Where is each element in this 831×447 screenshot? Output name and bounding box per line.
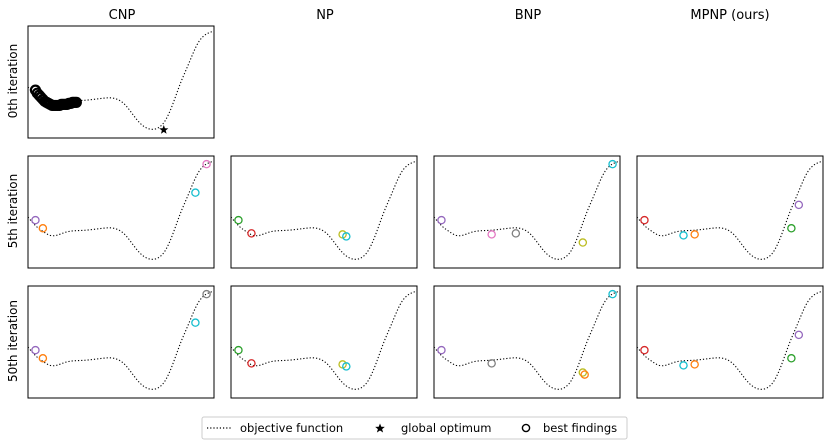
best-finding-point [690,360,699,369]
panel-frame [433,285,621,399]
objective-function-line [636,290,824,390]
best-finding-point [70,96,82,108]
best-finding-point [511,229,521,238]
panel-r2-c1 [230,285,418,399]
best-finding-point [679,231,688,240]
objective-function-line [230,160,418,260]
best-finding-point [342,362,351,371]
panel-r2-c2 [433,285,621,399]
best-finding-point [578,238,588,247]
best-finding-point [608,289,617,299]
best-finding-point [794,200,804,210]
best-finding-point [787,224,796,233]
column-title-mpnp: MPNP (ours) [690,8,769,23]
best-finding-point [234,215,243,225]
global-optimum-star [159,125,169,134]
best-finding-point [202,289,211,299]
best-finding-point [794,330,804,340]
panel-r1-c2 [433,155,621,269]
best-finding-point [247,359,256,368]
best-finding-point [487,230,496,239]
objective-function-line [230,290,418,390]
objective-function-line [27,160,215,260]
row-label-50th: 50th iteration [6,300,20,382]
objective-function-line [636,160,824,260]
column-titles: CNP NP BNP MPNP (ours) [109,8,770,23]
row-label-5th: 5th iteration [6,174,20,248]
objective-function-line [433,160,621,260]
best-finding-point [31,345,40,355]
panel-r1-c1 [230,155,418,269]
row-label-0th: 0th iteration [6,44,20,118]
legend-objective-label: objective function [240,421,343,435]
legend-frame [201,416,628,440]
best-finding-point [437,345,446,355]
best-finding-point [487,359,496,368]
best-finding-point [31,215,40,225]
legend-star-icon [375,423,385,433]
panel-frame [27,155,215,269]
best-finding-point [787,354,796,363]
panel-r1-c0 [27,155,215,269]
panel-r2-c0 [27,285,215,399]
legend: objective function global optimum best f… [201,416,628,440]
legend-circle-icon [521,423,531,433]
best-finding-point [38,354,48,363]
panel-frame [27,25,215,139]
best-finding-point [191,318,200,327]
legend-findings-label: best findings [543,421,617,435]
best-finding-point [640,215,649,225]
objective-function-line [27,290,215,390]
panel-frame [636,155,824,269]
best-finding-point [437,215,446,225]
best-finding-point [234,345,243,355]
best-finding-point [38,224,48,233]
panel-frame [636,285,824,399]
best-finding-point [640,345,649,355]
row-labels: 0th iteration 5th iteration 50th iterati… [6,44,20,382]
best-finding-point [679,361,688,370]
column-title-cnp: CNP [109,8,136,23]
best-finding-point [202,159,211,169]
best-finding-point [247,229,256,238]
best-finding-point [690,230,699,239]
best-finding-point [191,188,200,197]
objective-function-line [433,290,621,390]
panel-frame [230,155,418,269]
best-finding-point [608,159,617,169]
best-finding-point [578,368,588,377]
panel-r1-c3 [636,155,824,269]
legend-optimum-label: global optimum [401,421,491,435]
objective-function-line [27,30,215,130]
best-finding-point [342,232,351,241]
column-title-bnp: BNP [515,8,542,23]
panels [27,25,824,399]
panel-frame [433,155,621,269]
column-title-np: NP [316,8,334,23]
panel-r2-c3 [636,285,824,399]
panel-r0-c0 [27,25,215,139]
best-finding-point [580,370,589,379]
panel-frame [230,285,418,399]
panel-frame [27,285,215,399]
